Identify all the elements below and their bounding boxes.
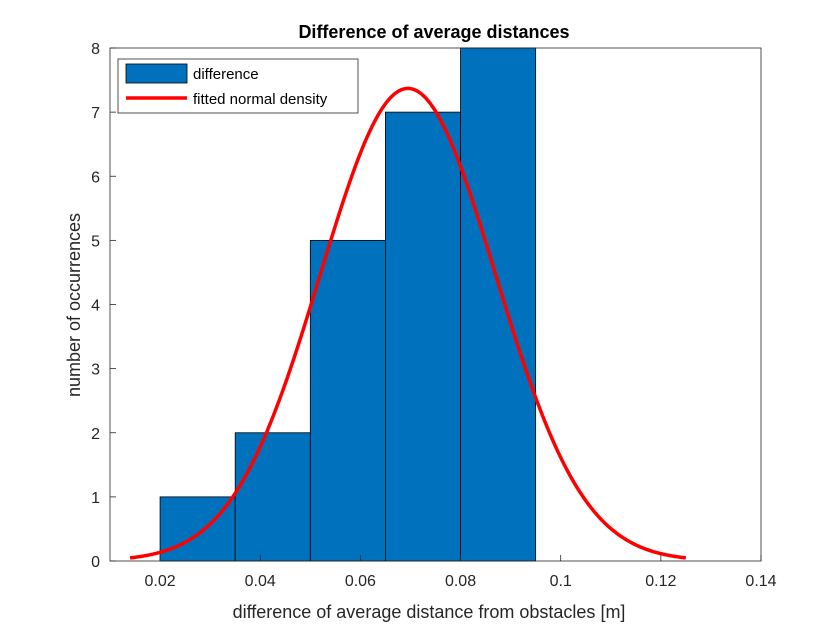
legend: difference fitted normal density bbox=[117, 58, 359, 114]
y-axis-label: number of occurrences bbox=[64, 213, 84, 397]
legend-label-fitted-normal-density: fitted normal density bbox=[193, 91, 328, 108]
y-axis-ticks: 0 1 2 3 4 5 6 7 8 bbox=[91, 41, 116, 571]
histogram-bar-3 bbox=[309, 239, 386, 562]
histogram-bar-2 bbox=[234, 432, 311, 562]
y-tick-label: 4 bbox=[91, 298, 100, 315]
y-tick-label: 0 bbox=[91, 554, 100, 571]
x-axis-ticks: 0.02 0.04 0.06 0.08 0.1 0.12 0.14 bbox=[145, 555, 777, 590]
histogram-bar-1 bbox=[159, 496, 236, 562]
x-tick-label: 0.1 bbox=[550, 573, 572, 590]
x-tick-label: 0.04 bbox=[245, 573, 276, 590]
y-tick-label: 3 bbox=[91, 362, 100, 379]
x-axis-label: difference of average distance from obst… bbox=[233, 602, 626, 622]
legend-label-difference: difference bbox=[193, 66, 259, 83]
histogram-bar-5 bbox=[460, 47, 537, 562]
y-tick-label: 2 bbox=[91, 426, 100, 443]
y-tick-label: 5 bbox=[91, 233, 100, 250]
histogram-bar-4 bbox=[385, 111, 461, 562]
chart-title: Difference of average distances bbox=[298, 22, 569, 42]
x-tick-label: 0.06 bbox=[345, 573, 376, 590]
y-tick-label: 6 bbox=[91, 169, 100, 186]
y-tick-label: 7 bbox=[91, 105, 100, 122]
x-tick-label: 0.02 bbox=[145, 573, 176, 590]
y-tick-label: 1 bbox=[91, 490, 100, 507]
x-tick-label: 0.12 bbox=[645, 573, 676, 590]
fitted-normal-curve bbox=[129, 86, 687, 560]
histogram-bars bbox=[159, 47, 537, 562]
x-tick-label: 0.08 bbox=[445, 573, 476, 590]
y-tick-label: 8 bbox=[91, 41, 100, 58]
legend-swatch-difference bbox=[125, 63, 188, 84]
x-tick-label: 0.14 bbox=[745, 573, 776, 590]
